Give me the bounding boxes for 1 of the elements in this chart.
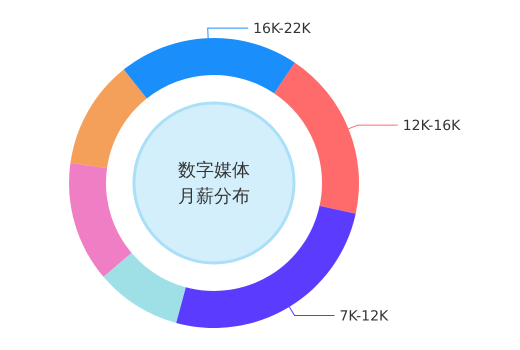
text: 数字媒体月薪分布 [178,160,250,207]
